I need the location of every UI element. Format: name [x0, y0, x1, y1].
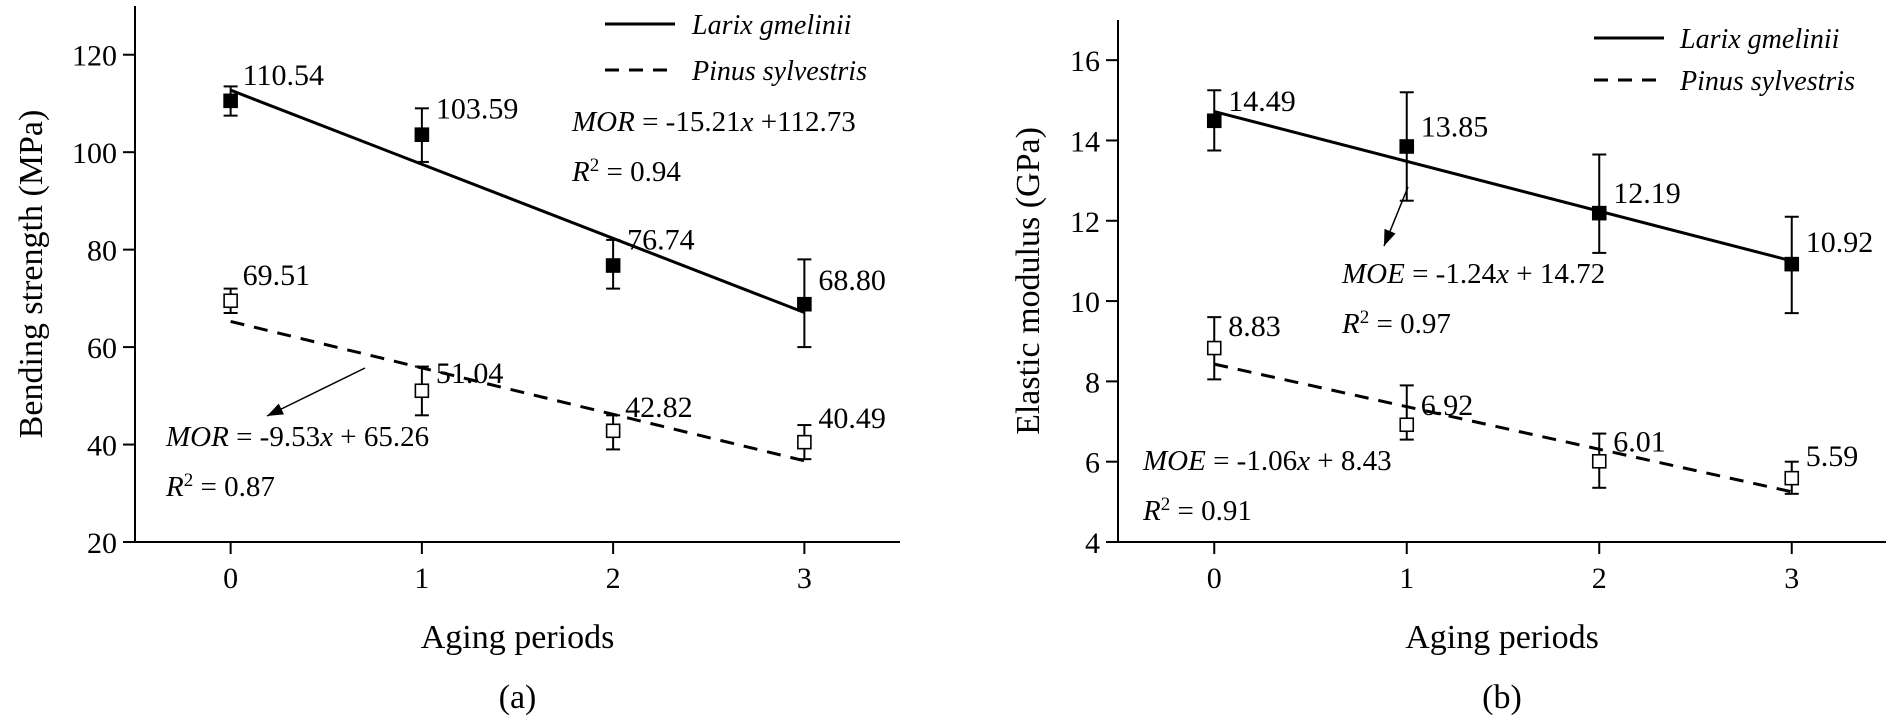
- data-point-larix: [223, 93, 238, 109]
- data-point-pinus: [223, 293, 238, 309]
- data-point-larix: [1784, 256, 1800, 272]
- data-label: 6.92: [1421, 389, 1474, 422]
- x-axis-title: Aging periods: [421, 619, 615, 656]
- r-squared: R2 = 0.97: [1341, 307, 1451, 341]
- x-tick-label: 2: [606, 562, 621, 595]
- data-label: 110.54: [243, 59, 324, 92]
- fit-equation: MOE = -1.06x + 8.43: [1142, 445, 1392, 477]
- y-tick-label: 40: [87, 430, 117, 463]
- data-labels: 14.49 13.85 12.19 10.92 8.83 6.92 6.01 5.59: [1228, 85, 1873, 473]
- x-axis-ticks: 0 1 2 3: [1207, 542, 1799, 595]
- y-tick-label: 20: [87, 527, 117, 560]
- data-label: 69.51: [243, 259, 311, 292]
- x-tick-label: 0: [223, 562, 238, 595]
- arrow-head: [267, 403, 285, 416]
- fit-equation: MOR = -15.21x +112.73: [571, 106, 856, 138]
- legend-label: Larix gmelinii: [1679, 24, 1839, 55]
- legend-label: Pinus sylvestris: [1679, 66, 1855, 97]
- data-labels: 110.54 103.59 76.74 68.80 69.51 51.04 42.82 40.…: [243, 59, 886, 435]
- data-label: 42.82: [625, 391, 693, 424]
- data-label: 51.04: [436, 357, 504, 390]
- panel-a-chart: 20 40 60 80 100 120 0 1 2 3 Aging periods Bendin…: [13, 6, 900, 716]
- data-point-larix: [797, 296, 812, 312]
- data-points: [1206, 113, 1800, 486]
- data-point-pinus: [797, 434, 812, 450]
- fit-line-larix: [1213, 110, 1793, 263]
- legend: Larix gmelinii Pinus sylvestris: [1594, 24, 1855, 97]
- y-tick-label: 80: [87, 235, 117, 268]
- legend-label: Larix gmelinii: [691, 10, 851, 41]
- r-squared: R2 = 0.94: [571, 155, 681, 189]
- data-label: 6.01: [1613, 425, 1666, 458]
- error-bars: [1207, 89, 1799, 495]
- legend-label: Pinus sylvestris: [691, 56, 867, 87]
- x-tick-label: 2: [1592, 562, 1607, 595]
- r-squared: R2 = 0.87: [165, 470, 275, 504]
- fit-line-pinus: [230, 320, 805, 463]
- y-tick-label: 120: [72, 40, 117, 73]
- data-label: 5.59: [1806, 440, 1859, 473]
- y-tick-label: 4: [1085, 527, 1100, 560]
- legend: Larix gmelinii Pinus sylvestris: [605, 10, 867, 87]
- y-tick-label: 16: [1070, 45, 1100, 78]
- data-point-pinus: [605, 423, 621, 439]
- y-axis-ticks: 4 6 8 10 12 14 16: [1070, 45, 1118, 560]
- data-point-pinus: [414, 383, 430, 399]
- fit-equation: MOE = -1.24x + 14.72: [1341, 258, 1605, 290]
- data-points: [223, 93, 812, 450]
- data-point-pinus: [1206, 340, 1222, 356]
- annotation-arrow: [266, 367, 366, 417]
- y-tick-label: 8: [1085, 366, 1100, 399]
- fit-equations: MOE = -1.24x + 14.72 R2 = 0.97 MOE = -1.06…: [1142, 186, 1605, 528]
- data-point-larix: [1591, 205, 1607, 221]
- y-axis-title: Bending strength (MPa): [13, 110, 50, 439]
- data-label: 40.49: [818, 402, 886, 435]
- fit-lines: [1213, 110, 1793, 494]
- y-tick-label: 14: [1070, 125, 1100, 158]
- r-squared: R2 = 0.91: [1142, 494, 1252, 528]
- fit-line-larix: [230, 88, 805, 314]
- data-point-pinus: [1399, 417, 1415, 433]
- y-tick-label: 12: [1070, 206, 1100, 239]
- panel-label: (b): [1482, 679, 1522, 716]
- x-tick-label: 3: [1784, 562, 1799, 595]
- data-point-larix: [605, 258, 621, 273]
- x-tick-label: 1: [1399, 562, 1414, 595]
- data-label: 76.74: [627, 224, 695, 257]
- arrow-head: [1384, 228, 1396, 246]
- data-label: 12.19: [1613, 177, 1681, 210]
- data-label: 8.83: [1228, 310, 1281, 343]
- x-tick-label: 3: [797, 562, 812, 595]
- data-label: 68.80: [818, 264, 886, 297]
- panel-label: (a): [499, 679, 537, 716]
- y-tick-label: 10: [1070, 286, 1100, 319]
- y-axis-ticks: 20 40 60 80 100 120: [72, 40, 135, 560]
- data-label: 103.59: [436, 93, 519, 126]
- y-tick-label: 100: [72, 137, 117, 170]
- fit-line-pinus: [1213, 362, 1793, 494]
- data-point-larix: [1206, 113, 1222, 129]
- fit-lines: [230, 88, 805, 463]
- data-point-larix: [1399, 139, 1415, 154]
- fit-equation: MOR = -9.53x + 65.26: [165, 421, 429, 453]
- x-axis-title: Aging periods: [1405, 619, 1599, 656]
- y-tick-label: 60: [87, 332, 117, 365]
- x-axis-ticks: 0 1 2 3: [223, 542, 812, 595]
- data-point-pinus: [1784, 470, 1800, 486]
- y-tick-label: 6: [1085, 447, 1100, 480]
- data-point-pinus: [1591, 453, 1607, 469]
- x-tick-label: 1: [414, 562, 429, 595]
- error-bars: [223, 85, 812, 461]
- data-label: 13.85: [1421, 110, 1489, 143]
- fit-equations: MOR = -15.21x +112.73 R2 = 0.94 MOR = -9.5…: [165, 106, 856, 503]
- y-axis-title: Elastic modulus (GPa): [1010, 127, 1047, 435]
- data-label: 10.92: [1806, 226, 1874, 259]
- data-label: 14.49: [1228, 85, 1296, 118]
- x-tick-label: 0: [1207, 562, 1222, 595]
- data-point-larix: [414, 127, 430, 142]
